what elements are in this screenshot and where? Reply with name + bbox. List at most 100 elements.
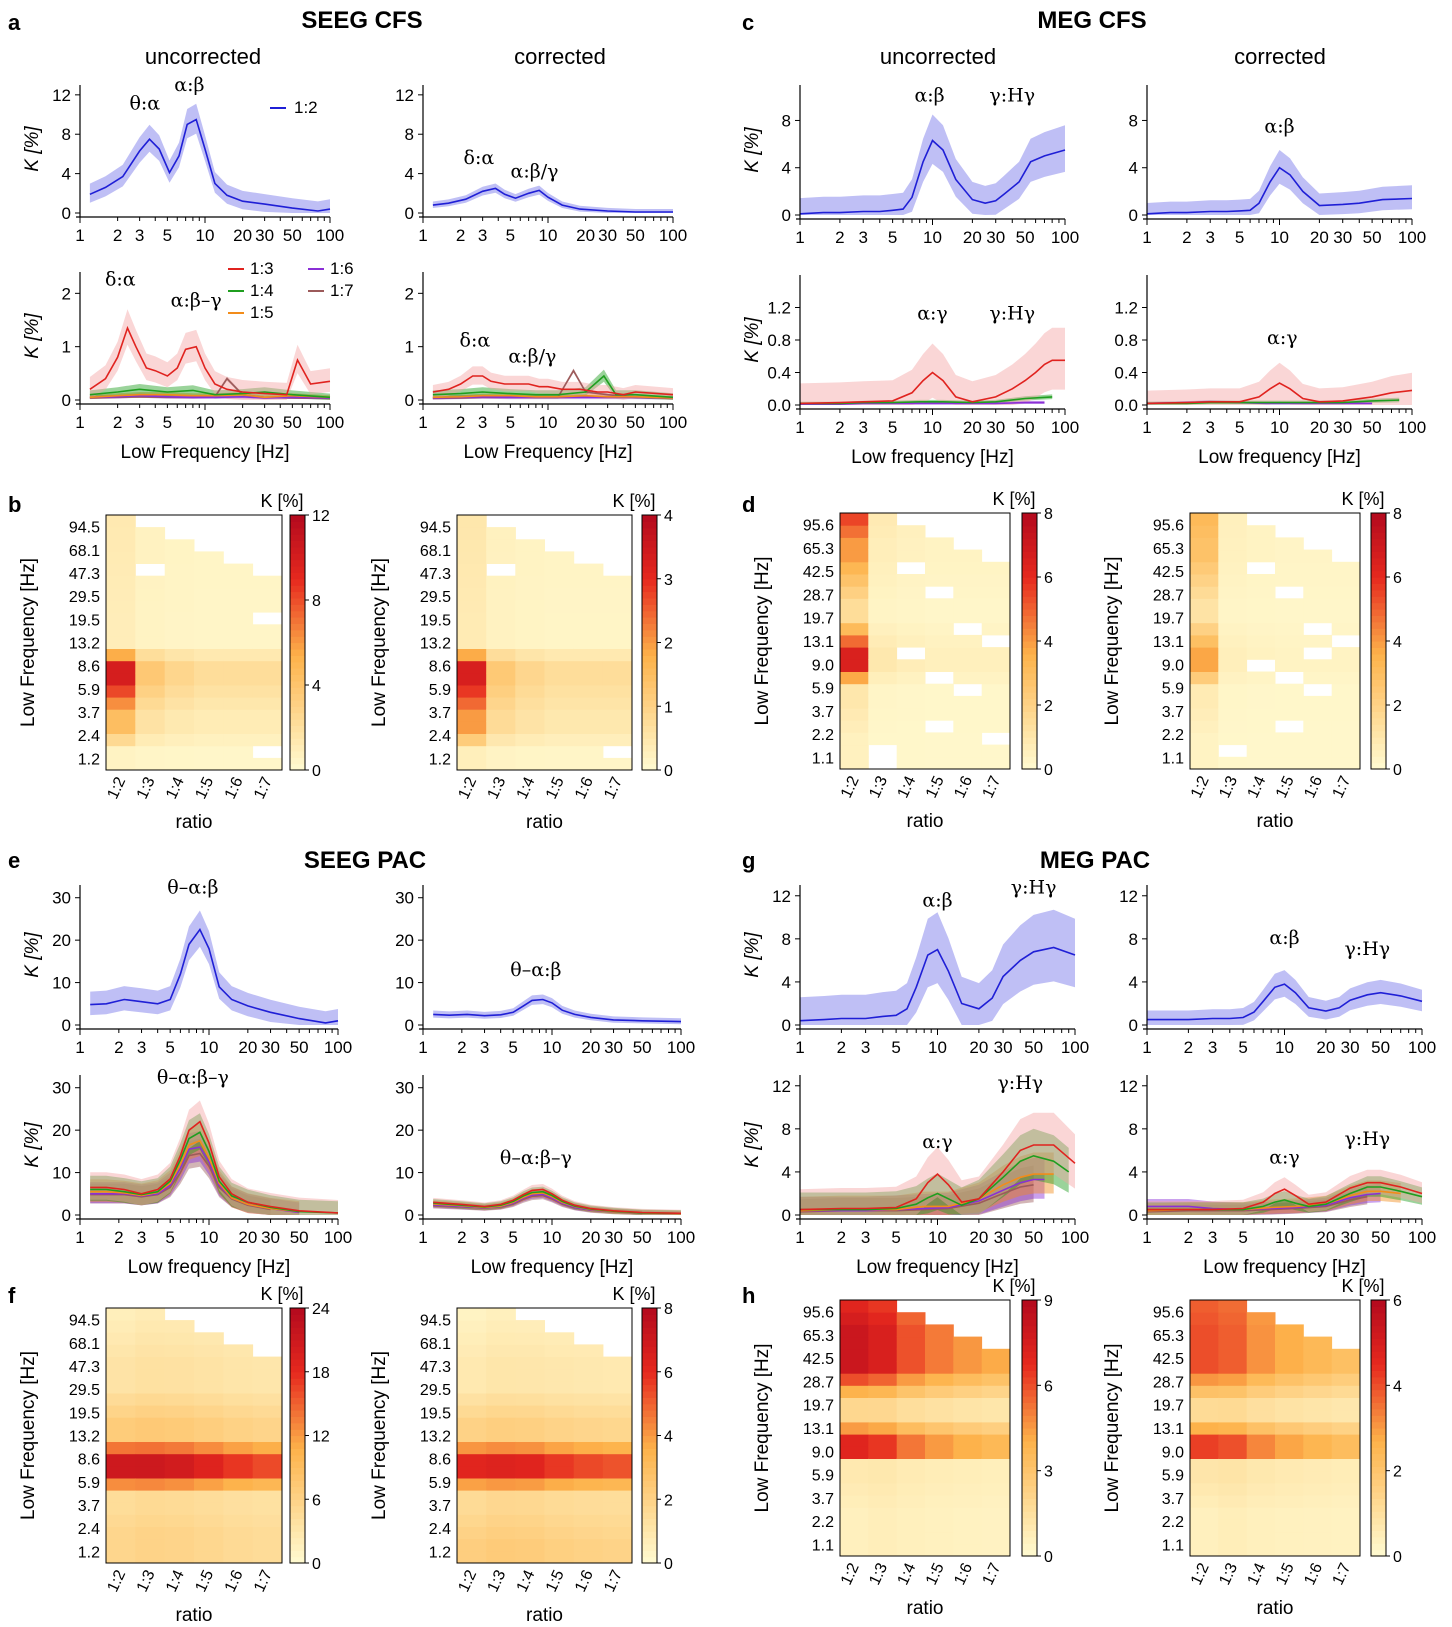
band-g3-1:7 bbox=[800, 1165, 1034, 1215]
y-tick-label-g1: 12 bbox=[772, 887, 791, 906]
heatmap-cell-b2 bbox=[457, 648, 487, 662]
heatmap-cell-b1 bbox=[164, 672, 195, 686]
y-tick-label-d2: 19.7 bbox=[1153, 611, 1184, 628]
colorbar-step-d1 bbox=[1022, 634, 1037, 642]
colorbar-tick-label-f1: 24 bbox=[312, 1301, 330, 1318]
colorbar-step-d1 bbox=[1022, 519, 1037, 527]
annotation-a3: α:β–γ bbox=[171, 290, 222, 312]
x-tick-label-g3: 30 bbox=[994, 1228, 1013, 1247]
colorbar-tick-label-b2: 0 bbox=[664, 763, 673, 780]
x-tick-label-a4: 30 bbox=[598, 413, 617, 432]
heatmap-cell-h2 bbox=[1190, 1300, 1219, 1313]
heatmap-cell-h2 bbox=[1275, 1446, 1304, 1459]
heatmap-cell-h1 bbox=[925, 1409, 954, 1423]
colorbar-step-f1 bbox=[290, 1359, 305, 1366]
heatmap-cell-f1 bbox=[194, 1502, 224, 1515]
heatmap-cell-d2 bbox=[1303, 610, 1333, 624]
heatmap-cell-h2 bbox=[1218, 1519, 1248, 1533]
heatmap-cell-d2 bbox=[1218, 671, 1248, 685]
colorbar-step-b2 bbox=[642, 680, 657, 688]
colorbar-step-b2 bbox=[642, 617, 657, 624]
heatmap-cell-d2 bbox=[1190, 659, 1219, 672]
heatmap-cell-h2 bbox=[1246, 1543, 1276, 1557]
band-g4-1:4 bbox=[1147, 1176, 1422, 1215]
colorbar-step-b1 bbox=[290, 578, 305, 586]
x-tick-label-g4: 1 bbox=[1142, 1228, 1151, 1247]
colorbar-step-b2 bbox=[642, 655, 657, 663]
heatmap-cell-d2 bbox=[1275, 756, 1304, 770]
y-tick-label-b2: 29.5 bbox=[420, 589, 451, 606]
colorbar-step-b1 bbox=[290, 719, 305, 726]
heatmap-cell-h1 bbox=[868, 1519, 898, 1533]
colorbar-step-f2 bbox=[642, 1416, 657, 1424]
colorbar-step-h1 bbox=[1022, 1376, 1037, 1384]
heatmap-cell-b1 bbox=[194, 551, 224, 564]
colorbar-step-h2 bbox=[1371, 1332, 1386, 1339]
heatmap-cell-h2 bbox=[1190, 1519, 1219, 1533]
annotation-a1: θ:α bbox=[129, 93, 160, 115]
y-tick-label-g3: 0 bbox=[782, 1206, 791, 1225]
y-tick-label-g1: 0 bbox=[782, 1016, 791, 1035]
heatmap-cell-b1 bbox=[106, 600, 136, 613]
x-tick-label-c4: 20 bbox=[1310, 418, 1329, 437]
heatmap-cell-h1 bbox=[981, 1385, 1011, 1398]
x-tick-label-f1: 1:3 bbox=[134, 1567, 159, 1594]
colorbar-step-d1 bbox=[1022, 698, 1037, 706]
heatmap-cell-d1 bbox=[868, 586, 898, 599]
heatmap-cell-f1 bbox=[135, 1405, 166, 1418]
heatmap-cell-h2 bbox=[1303, 1409, 1333, 1423]
colorbar-step-h1 bbox=[1022, 1415, 1037, 1423]
heatmap-cell-f2 bbox=[486, 1429, 516, 1442]
x-tick-label-c3: 30 bbox=[986, 418, 1005, 437]
x-tick-label-a2: 5 bbox=[506, 226, 515, 245]
x-tick-label-f2: 1:3 bbox=[485, 1567, 510, 1594]
heatmap-cell-d1 bbox=[896, 671, 926, 685]
heatmap-cell-f2 bbox=[457, 1465, 487, 1479]
heatmap-cell-b1 bbox=[106, 551, 136, 564]
y-tick-label-f2: 68.1 bbox=[420, 1336, 451, 1353]
heatmap-cell-f1 bbox=[106, 1453, 136, 1467]
heatmap-cell-d2 bbox=[1331, 756, 1361, 770]
x-tick-label-a3: 5 bbox=[163, 413, 172, 432]
y-tick-label-b1: 13.2 bbox=[69, 636, 100, 653]
x-tick-label-f1: 1:2 bbox=[105, 1567, 130, 1594]
heatmap-cell-f2 bbox=[573, 1405, 604, 1418]
heatmap-cell-f1 bbox=[194, 1380, 224, 1394]
colorbar-step-f1 bbox=[290, 1550, 305, 1558]
colorbar-step-h1 bbox=[1022, 1504, 1037, 1512]
heatmap-cell-d2 bbox=[1246, 720, 1276, 733]
colorbar-step-f2 bbox=[642, 1512, 657, 1519]
heatmap-cell-b2 bbox=[602, 709, 633, 722]
colorbar-step-b1 bbox=[290, 597, 305, 605]
y-tick-label-b2: 13.2 bbox=[420, 636, 451, 653]
heatmap-cell-f1 bbox=[194, 1417, 224, 1430]
x-tick-label-a1: 10 bbox=[196, 226, 215, 245]
heatmap-cell-f2 bbox=[602, 1465, 633, 1479]
colorbar-step-f2 bbox=[642, 1486, 657, 1494]
heatmap-cell-b1 bbox=[164, 575, 195, 589]
heatmap-cell-d1 bbox=[953, 586, 983, 599]
colorbar-step-f2 bbox=[642, 1339, 657, 1347]
heatmap-cell-f2 bbox=[457, 1344, 487, 1357]
colorbar-step-b2 bbox=[642, 585, 657, 593]
heatmap-cell-h2 bbox=[1331, 1385, 1361, 1398]
annotation-a3: δ:α bbox=[105, 268, 136, 290]
x-tick-label-g1: 30 bbox=[994, 1038, 1013, 1057]
heatmap-cell-d1 bbox=[840, 756, 869, 770]
colorbar-step-b1 bbox=[290, 712, 305, 720]
series-line-e1-1:2 bbox=[90, 927, 339, 1024]
colorbar-step-h2 bbox=[1371, 1543, 1386, 1551]
heatmap-cell-d1 bbox=[953, 610, 983, 624]
x-tick-label-h1: 1:2 bbox=[838, 1560, 863, 1587]
heatmap-cell-f2 bbox=[457, 1332, 487, 1345]
heatmap-cell-h1 bbox=[925, 1324, 954, 1338]
y-tick-label-f1: 29.5 bbox=[69, 1382, 100, 1399]
heatmap-cell-d2 bbox=[1190, 720, 1219, 733]
colorbar-step-f2 bbox=[642, 1308, 657, 1315]
heatmap-cell-h1 bbox=[925, 1361, 954, 1374]
heatmap-cell-b2 bbox=[457, 709, 487, 722]
heatmap-cell-h2 bbox=[1275, 1348, 1304, 1362]
heatmap-cell-h2 bbox=[1246, 1495, 1276, 1508]
heatmap-cell-b2 bbox=[602, 697, 633, 710]
colorbar-step-d2 bbox=[1371, 737, 1386, 744]
